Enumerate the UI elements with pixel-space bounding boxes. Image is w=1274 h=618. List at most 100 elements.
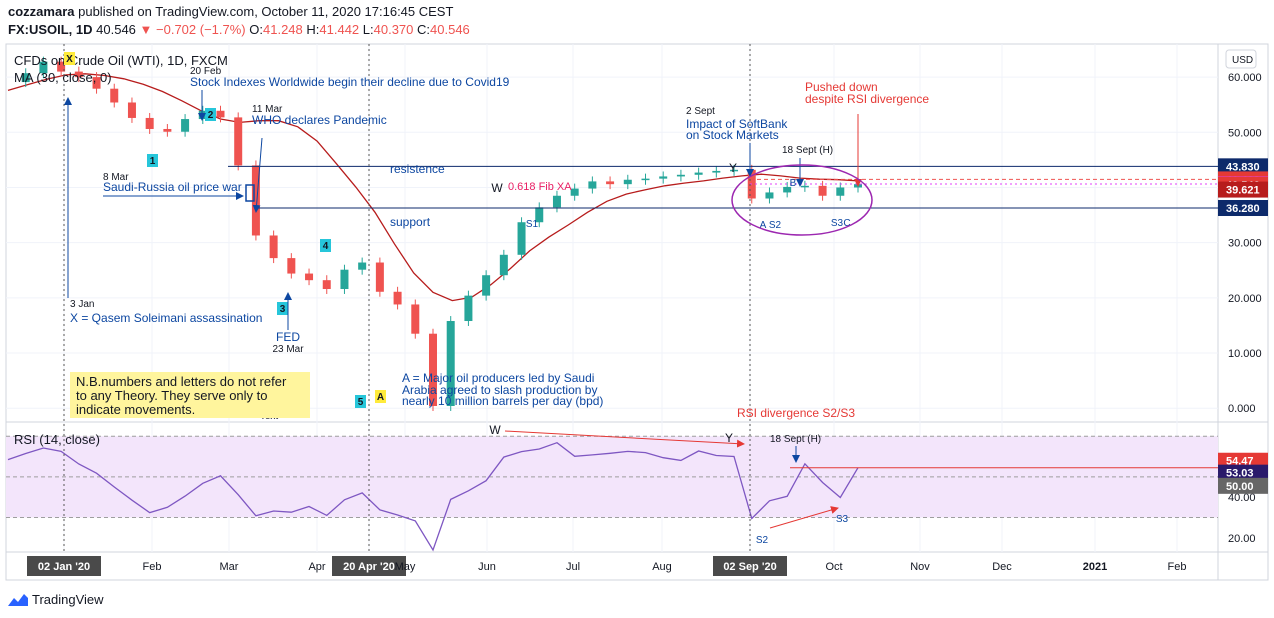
footer: TradingView — [8, 592, 104, 607]
marker-b: B — [790, 178, 797, 189]
time-axis-label: 02 Sep '20 — [723, 561, 776, 573]
price-axis-badge-label: 43.830 — [1226, 161, 1260, 173]
price-tick-label: 30.000 — [1228, 238, 1262, 250]
pushed-line1: Pushed down — [805, 80, 878, 94]
candle-body — [127, 102, 136, 118]
ma-line — [7, 73, 859, 302]
number-1-bg — [147, 154, 158, 167]
price-axis-badge-label: 39.621 — [1226, 185, 1260, 197]
time-axis-highlight — [27, 556, 101, 576]
candle-body — [659, 176, 668, 179]
marker-x-bg — [64, 52, 75, 65]
candle-body — [694, 172, 703, 175]
price-tick-label: 10.000 — [1228, 348, 1262, 360]
time-axis-label: Feb — [1168, 561, 1187, 573]
candle-body — [570, 188, 579, 196]
marker-s2: S2 — [769, 220, 782, 231]
ohlc-low: L:40.370 — [362, 22, 414, 37]
candle-body — [287, 258, 296, 274]
number-4-bg — [320, 239, 331, 252]
symbol-name: FX:USOIL, 1D — [8, 22, 93, 37]
number-5: 5 — [358, 397, 364, 408]
tradingview-logo-icon — [8, 593, 28, 606]
grid — [6, 44, 1218, 552]
marker-a-yellow-bg — [375, 390, 386, 403]
fib-label: 0.618 Fib XA — [508, 181, 572, 193]
fed-date: 23 Mar — [272, 344, 304, 355]
candle-body — [836, 187, 845, 196]
time-axis-label: Mar — [220, 561, 239, 573]
note-line1: N.B.numbers and letters do not refer — [76, 374, 287, 389]
marker-x: X — [66, 54, 73, 65]
ohlc-open: O:41.248 — [249, 22, 303, 37]
candle-body — [145, 117, 154, 129]
rsi-label: RSI (14, close) — [14, 432, 100, 447]
feb20-text: Stock Indexes Worldwide begin their decl… — [190, 75, 510, 89]
jan3-text: X = Qasem Soleimani assassination — [70, 311, 262, 325]
candle-body — [74, 71, 83, 78]
rsi-marker-s3: S3 — [836, 514, 849, 525]
candle-body — [676, 174, 685, 177]
ohlc-high: H:41.442 — [306, 22, 360, 37]
mar8-marker-box — [245, 184, 255, 202]
number-2-bg — [205, 108, 216, 121]
candle-body — [305, 273, 314, 281]
number-3: 3 — [280, 304, 286, 315]
time-axis-label: Oct — [825, 561, 842, 573]
brand-name[interactable]: TradingView — [32, 592, 104, 607]
rsi-axis-badge-label: 50.00 — [1226, 481, 1254, 493]
candle-body — [269, 235, 278, 259]
candle-body — [783, 186, 792, 193]
candle-body — [340, 269, 349, 290]
a-text-line2: Arabia agreed to slash production by — [402, 383, 597, 397]
price-axis-badge — [1218, 158, 1268, 175]
marker-y: Y — [729, 161, 737, 175]
candle-body — [552, 195, 561, 208]
candle-body — [464, 295, 473, 322]
arrow-rsi-s2s3 — [769, 506, 839, 529]
author-name[interactable]: cozzamara — [8, 4, 75, 19]
candle-body — [216, 110, 225, 118]
time-axis-label: May — [395, 561, 416, 573]
candle-body — [641, 178, 650, 181]
candle-body — [588, 181, 597, 189]
rsi-marker-w: W — [489, 423, 501, 437]
arrow-rsi-wy — [504, 430, 745, 448]
candle-body — [730, 169, 739, 172]
time-axis-label: Jun — [478, 561, 496, 573]
rsi-tick-label: 20.00 — [1228, 533, 1256, 545]
candle-body — [39, 61, 48, 74]
candle-body — [712, 170, 721, 173]
price-tick-label: 0.000 — [1228, 403, 1256, 415]
fed-text: FED — [276, 330, 300, 344]
marker-a: A — [760, 220, 767, 231]
ohlc-close: C:40.546 — [417, 22, 470, 37]
currency-button — [1225, 49, 1257, 69]
time-axis-highlight — [332, 556, 406, 576]
price-pane — [7, 56, 1218, 411]
ma-label: MA (30, close, 0) — [14, 70, 112, 85]
time-axis-label: Aug — [652, 561, 672, 573]
candle-body — [517, 222, 526, 255]
time-axis-label: 02 Jan '20 — [38, 561, 90, 573]
change-value: ▼ −0.702 (−1.7%) — [139, 22, 246, 37]
rsi-axis-badge — [1218, 477, 1268, 494]
price-tick-label: 20.000 — [1228, 293, 1262, 305]
mar8-text: Saudi-Russia oil price war — [103, 180, 242, 194]
rsi-divergence-label: RSI divergence S2/S3 — [737, 406, 855, 420]
candle-body — [429, 333, 437, 406]
sep2-text2: on Stock Markets — [686, 128, 779, 142]
marker-a-yellow: A — [377, 392, 384, 403]
sep2-text1: Impact of SoftBank — [686, 117, 788, 131]
sep18-rsi-label: 18 Sept (H) — [770, 434, 821, 445]
mar8-date: 8 Mar — [103, 172, 129, 183]
candle-body — [358, 262, 367, 270]
marker-s3: S3 — [831, 218, 844, 229]
price-axis-badge — [1218, 200, 1268, 217]
candle-body — [181, 119, 190, 132]
a-text-line1: A = Major oil producers led by Saudi — [402, 371, 594, 385]
time-axis-label: 20 Apr '20 — [343, 561, 395, 573]
marker-s1: S1 — [526, 219, 539, 230]
marker-w: W — [491, 181, 503, 195]
